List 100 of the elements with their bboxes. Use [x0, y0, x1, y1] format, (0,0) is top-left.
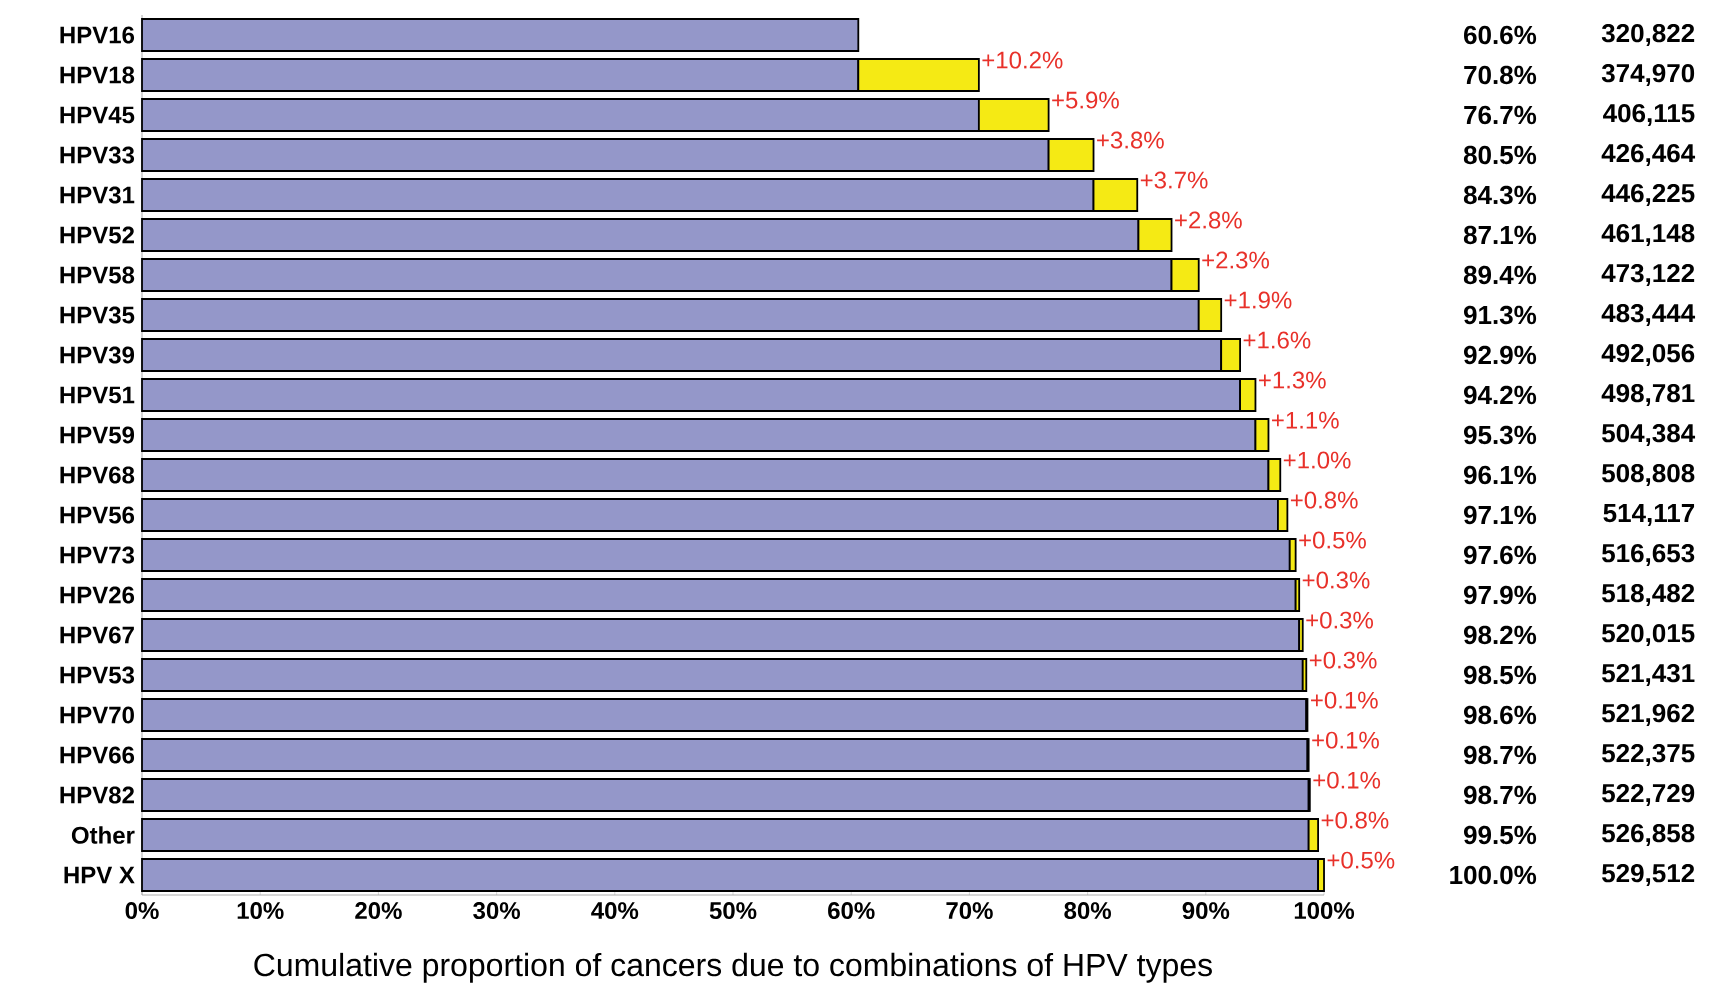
text: 492,056	[1601, 343, 1695, 367]
y-tick-label: HPV58	[60, 266, 135, 284]
data-label: +1.1%	[1272, 411, 1339, 429]
text: 80.5%	[1463, 145, 1537, 165]
text: 92.9%	[1463, 345, 1537, 365]
y-tick-label: HPV26	[60, 586, 135, 604]
text: 521,431	[1602, 663, 1695, 687]
text: 98.2%	[1463, 625, 1537, 645]
data-label: +3.8%	[1097, 131, 1164, 149]
text: 508,808	[1602, 463, 1695, 487]
text: 94.2%	[1463, 385, 1537, 405]
y-tick-label: HPV31	[60, 186, 135, 204]
bar	[141, 698, 1308, 732]
text: 100.0%	[1450, 865, 1537, 885]
data-label: +1.9%	[1224, 291, 1292, 309]
y-tick-label: HPV66	[60, 746, 135, 764]
text: 520,015	[1602, 623, 1695, 647]
text: 97.1%	[1463, 505, 1537, 525]
text: 518,482	[1602, 583, 1695, 607]
y-tick-label: Other	[71, 826, 135, 844]
x-tick-label: 30%	[473, 902, 520, 920]
text: 504,384	[1602, 423, 1696, 447]
data-label: +0.1%	[1312, 731, 1379, 749]
text: 426,464	[1601, 143, 1696, 167]
data-label: +1.6%	[1243, 331, 1311, 349]
text: 374,970	[1601, 63, 1695, 87]
y-tick-label: HPV82	[60, 786, 134, 804]
text: 461,148	[1601, 223, 1695, 247]
text: 98.7%	[1463, 785, 1537, 805]
text: 89.4%	[1463, 265, 1537, 285]
y-tick-label: HPV52	[60, 226, 134, 244]
text: 446,225	[1601, 183, 1695, 207]
text: 96.1%	[1463, 465, 1537, 485]
y-tick-label: HPV16	[60, 26, 135, 44]
x-tick-label: 60%	[828, 902, 875, 920]
y-tick-label: HPV33	[60, 146, 135, 164]
text: 526,858	[1602, 823, 1695, 847]
text: 98.7%	[1463, 745, 1537, 765]
data-label: +0.8%	[1321, 811, 1389, 829]
data-label: +2.8%	[1175, 211, 1242, 229]
y-tick-label: HPV56	[60, 506, 135, 524]
bar	[141, 778, 1310, 812]
bar	[141, 18, 860, 52]
data-label: +0.3%	[1309, 651, 1377, 669]
text: 514,117	[1603, 504, 1695, 526]
y-tick-label: HPV18	[60, 66, 135, 84]
text: 95.3%	[1463, 425, 1537, 445]
y-tick-label: HPV X	[64, 866, 135, 884]
y-tick-label: HPV73	[60, 546, 135, 564]
text: 60.6%	[1464, 25, 1537, 45]
data-label: +0.3%	[1302, 571, 1370, 589]
x-tick-label: 20%	[355, 902, 402, 920]
text: 483,444	[1601, 303, 1696, 327]
text: 76.7%	[1464, 105, 1537, 125]
bar	[141, 738, 1309, 772]
data-label: +0.8%	[1290, 491, 1358, 509]
text: 87.1%	[1463, 225, 1537, 245]
text: 406,115	[1603, 103, 1695, 127]
bar	[141, 618, 1301, 652]
text: 97.9%	[1463, 585, 1537, 605]
data-label: +0.1%	[1311, 691, 1378, 709]
x-tick-label: 40%	[591, 902, 639, 920]
x-tick-label: 70%	[946, 902, 993, 920]
data-label: +2.3%	[1202, 251, 1269, 269]
text: 99.5%	[1463, 825, 1537, 845]
text: 498,781	[1601, 383, 1695, 407]
data-label: +10.2%	[982, 51, 1063, 69]
data-label: +1.3%	[1259, 371, 1326, 389]
y-tick-label: HPV35	[60, 306, 135, 324]
y-tick-label: HPV59	[60, 426, 135, 444]
y-tick-label: HPV67	[60, 626, 134, 644]
bar	[141, 658, 1304, 692]
text: 70.8%	[1464, 65, 1537, 85]
y-tick-label: HPV68	[60, 466, 135, 484]
text: 98.5%	[1463, 665, 1537, 685]
x-axis-title: Cumulative proportion of cancers due to combinations of HPV types	[254, 952, 1212, 983]
x-tick-label: 100%	[1294, 902, 1355, 920]
y-tick-label: HPV45	[60, 106, 135, 124]
x-tick-label: 50%	[709, 902, 757, 920]
bar	[141, 578, 1297, 612]
x-tick-label: 80%	[1064, 902, 1111, 920]
data-label: +5.9%	[1052, 91, 1119, 109]
text: 529,512	[1602, 863, 1695, 887]
text: 516,653	[1602, 543, 1695, 567]
data-label: +0.1%	[1313, 771, 1381, 789]
data-label: +0.5%	[1327, 851, 1395, 869]
text: 473,122	[1601, 263, 1695, 287]
y-tick-label: HPV39	[60, 346, 135, 364]
x-tick-label: 90%	[1182, 902, 1230, 920]
text: 84.3%	[1463, 185, 1537, 205]
data-label: +0.3%	[1306, 611, 1373, 629]
x-tick-label: 10%	[237, 902, 284, 920]
data-label: +0.5%	[1299, 531, 1366, 549]
y-tick-label: HPV51	[60, 386, 135, 404]
text: 521,962	[1602, 703, 1695, 727]
text: 320,822	[1601, 23, 1695, 47]
y-tick-label: HPV70	[60, 706, 134, 724]
x-tick-label: 0%	[125, 902, 159, 920]
data-label: +1.0%	[1283, 451, 1351, 469]
y-tick-label: HPV53	[60, 666, 135, 684]
